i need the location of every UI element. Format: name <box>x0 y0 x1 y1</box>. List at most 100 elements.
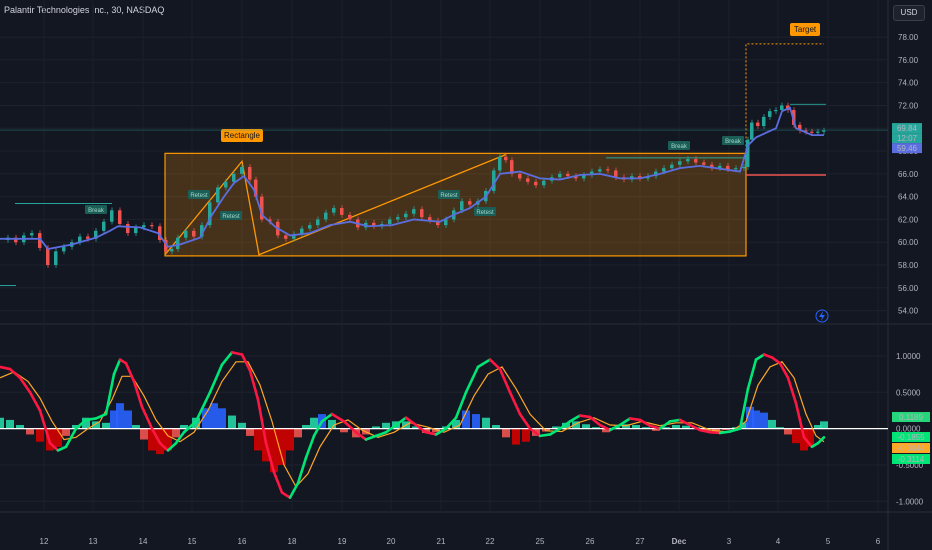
chart-title: Palantir Technologies Inc., 30, NASDAQ <box>4 5 165 15</box>
fast-oscillator-line <box>786 376 798 405</box>
signal-tag-bg <box>85 205 107 214</box>
price-axis-label: 12:07 <box>897 134 918 143</box>
fast-oscillator-line <box>256 398 268 445</box>
histogram-bar <box>462 410 470 429</box>
fast-oscillator-line <box>638 418 652 428</box>
histogram-bar <box>382 422 390 429</box>
histogram-bar <box>662 427 670 429</box>
histogram-bar <box>54 428 62 447</box>
signal-tag-label: Retest <box>440 193 458 199</box>
candle-body <box>590 171 594 175</box>
histogram-bar <box>502 428 510 438</box>
time-tick-label: 5 <box>826 537 831 546</box>
histogram-bar <box>192 417 200 429</box>
histogram-bar <box>228 415 236 429</box>
histogram-bar <box>26 428 34 435</box>
price-tick-label: 64.00 <box>898 193 919 202</box>
histogram-bar <box>722 428 730 431</box>
fast-oscillator-line <box>208 363 224 394</box>
candle-body <box>216 187 220 203</box>
histogram-bar <box>310 417 318 429</box>
histogram-bar <box>482 417 490 429</box>
price-axis-label-bg <box>892 123 922 134</box>
fast-oscillator-line <box>488 358 502 371</box>
pattern-zigzag-line <box>164 153 507 256</box>
time-tick-label: 4 <box>776 537 781 546</box>
osc-value-label-bg <box>892 454 930 464</box>
candle-body <box>558 173 562 178</box>
candle-body <box>798 124 802 131</box>
histogram-bar <box>814 425 822 429</box>
vwap-line <box>0 106 824 251</box>
price-axis-label-bg <box>892 143 922 154</box>
fast-oscillator-line <box>280 491 292 499</box>
candle-body <box>200 225 204 237</box>
candle-body <box>46 247 50 266</box>
osc-tick-label: -1.0000 <box>896 497 924 506</box>
rectangle-label-bg <box>221 129 263 142</box>
signal-tag-label: Retest <box>190 193 208 199</box>
histogram-bar <box>218 408 226 429</box>
fast-oscillator-line <box>394 416 408 427</box>
histogram-bar <box>72 425 80 429</box>
histogram-bar <box>148 428 156 451</box>
histogram-bar <box>102 422 110 429</box>
fast-oscillator-line <box>194 391 212 423</box>
price-axis-label: 59.46 <box>897 144 918 153</box>
osc-value-label: -0.1855 <box>897 433 925 442</box>
histogram-bar <box>702 428 710 431</box>
candle-body <box>694 159 698 163</box>
fast-oscillator-line <box>240 353 252 372</box>
fast-oscillator-line <box>230 351 244 356</box>
oscillator-pane <box>0 351 888 499</box>
candle-body <box>142 225 146 228</box>
candle-body <box>164 239 168 252</box>
currency-button[interactable]: USD <box>893 5 925 21</box>
histogram-bar <box>16 425 24 429</box>
fast-oscillator-line <box>18 376 32 394</box>
fast-oscillator-line <box>444 416 458 430</box>
candle-body <box>14 237 18 243</box>
fast-oscillator-line <box>598 423 612 432</box>
fast-oscillator-line <box>608 423 622 432</box>
fast-oscillator-line <box>140 405 154 430</box>
candle-body <box>598 169 602 172</box>
candle-body <box>78 236 82 243</box>
fast-oscillator-line <box>312 420 324 438</box>
fast-oscillator-line <box>498 367 512 394</box>
target-label-bg <box>790 23 820 36</box>
price-tick-label: 54.00 <box>898 307 919 316</box>
histogram-bar <box>6 419 14 429</box>
histogram-bar <box>92 421 100 429</box>
fast-oscillator-line <box>104 372 116 416</box>
candle-body <box>810 131 814 133</box>
lightning-icon <box>819 311 825 321</box>
histogram-bar <box>552 426 560 429</box>
candle-body <box>468 201 472 205</box>
candle-body <box>54 251 58 266</box>
candle-body <box>316 219 320 226</box>
candle-body <box>444 219 448 226</box>
signal-tag-bg <box>220 211 242 220</box>
candle-body <box>526 178 530 182</box>
target-label: Target <box>794 25 817 34</box>
candle-body <box>710 164 714 169</box>
histogram-bar <box>776 427 784 429</box>
histogram-bar <box>632 425 640 429</box>
candle-body <box>678 161 682 165</box>
fast-oscillator-line <box>124 361 136 383</box>
fast-oscillator-line <box>28 391 42 412</box>
histogram-bar <box>820 421 828 429</box>
histogram-bar <box>180 425 188 429</box>
histogram-bar <box>452 419 460 429</box>
fast-oscillator-line <box>558 420 572 430</box>
candle-body <box>742 167 746 169</box>
candle-body <box>518 173 522 179</box>
candle-body <box>542 180 546 186</box>
histogram-bar <box>472 414 480 429</box>
time-tick-label: 14 <box>139 537 148 546</box>
fast-oscillator-line <box>434 427 448 436</box>
time-tick-label: 3 <box>727 537 732 546</box>
price-tick-label: 72.00 <box>898 101 919 110</box>
